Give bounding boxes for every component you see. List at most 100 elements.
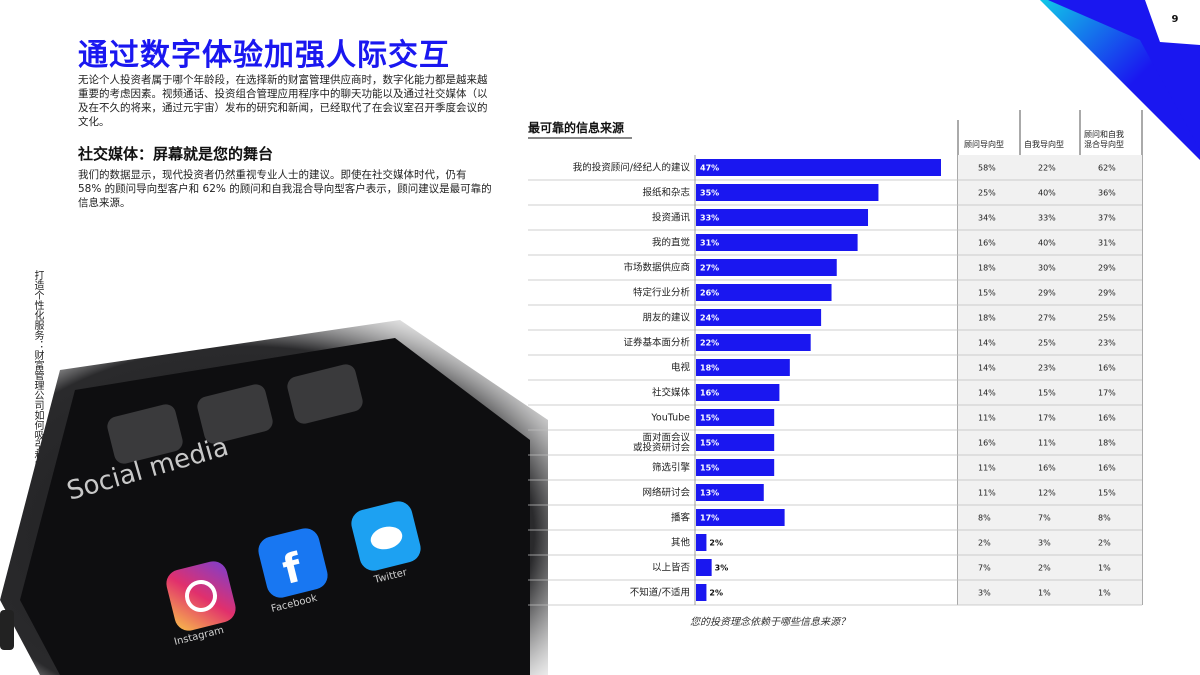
table-cell: 15% [1038, 389, 1056, 398]
table-cell: 15% [1098, 489, 1116, 498]
table-cell: 18% [1098, 439, 1116, 448]
table-cell: 7% [1038, 514, 1051, 523]
category-label: 面对面会议或投资研讨会 [633, 432, 691, 454]
table-column-header: 顾问和自我混合导向型 [1084, 129, 1124, 149]
table-cell: 7% [978, 564, 991, 573]
category-label: 我的投资顾问/经纪人的建议 [573, 162, 691, 174]
bar [696, 359, 790, 376]
bar-value-label: 27% [700, 264, 719, 273]
table-cell: 40% [1038, 189, 1056, 198]
bar [696, 209, 869, 226]
bar [696, 509, 785, 526]
bar-value-label: 2% [709, 589, 723, 598]
table-cell: 8% [978, 514, 991, 523]
table-cell: 33% [1038, 214, 1056, 223]
table-cell: 16% [1098, 414, 1116, 423]
bar-value-label: 13% [700, 489, 719, 498]
table-cell: 16% [978, 239, 996, 248]
category-label: 以上皆否 [652, 563, 691, 574]
bar-value-label: 31% [700, 239, 719, 248]
bar [696, 409, 775, 426]
facebook-icon [258, 528, 328, 598]
bar-value-label: 22% [700, 339, 719, 348]
table-cell: 37% [1098, 214, 1116, 223]
table-cell: 34% [978, 214, 996, 223]
category-label: 市场数据供应商 [623, 262, 690, 274]
table-cell: 1% [1098, 564, 1111, 573]
table-cell: 15% [978, 289, 996, 298]
bar-value-label: 24% [700, 314, 719, 323]
table-cell: 36% [1098, 189, 1116, 198]
category-label: 朋友的建议 [642, 312, 690, 324]
chart-title: 最可靠的信息来源 [528, 120, 624, 135]
table-cell: 2% [978, 539, 991, 548]
category-label: 特定行业分析 [633, 287, 691, 299]
table-cell: 2% [1098, 539, 1111, 548]
vertical-report-title-text: 打造个性化服务：财富管理公司如何吸引和留住现代投资者 [32, 270, 43, 530]
bar-value-label: 33% [700, 214, 719, 223]
table-cell: 30% [1038, 264, 1056, 273]
table-cell: 40% [1038, 239, 1056, 248]
table-cell: 16% [1098, 464, 1116, 473]
bar-value-label: 15% [700, 464, 719, 473]
bar [696, 334, 811, 351]
table-cell: 17% [1098, 389, 1116, 398]
bar [696, 284, 832, 301]
bar-value-label: 15% [700, 414, 719, 423]
table-cell: 29% [1098, 264, 1116, 273]
bar [696, 534, 707, 551]
table-cell: 1% [1038, 589, 1051, 598]
bar-value-label: 3% [715, 564, 729, 573]
bar-value-label: 16% [700, 389, 719, 398]
bar-value-label: 2% [709, 539, 723, 548]
instagram-icon [166, 561, 236, 631]
category-label: 报纸和杂志 [642, 187, 690, 199]
bar [696, 159, 941, 176]
bar-value-label: 26% [700, 289, 719, 298]
category-label: 社交媒体 [652, 387, 691, 399]
table-cell: 14% [978, 364, 996, 373]
table-cell: 31% [1098, 239, 1116, 248]
bar [696, 559, 712, 576]
table-cell: 3% [978, 589, 991, 598]
bar-value-label: 17% [700, 514, 719, 523]
bar-value-label: 18% [700, 364, 719, 373]
table-cell: 11% [978, 489, 996, 498]
table-cell: 29% [1098, 289, 1116, 298]
information-sources-chart: 最可靠的信息来源 我的投资顾问/经纪人的建议 47% 报纸和杂志 35% 投资通讯 33%… [528, 110, 1143, 628]
table-cell: 16% [978, 439, 996, 448]
table-cell: 16% [1038, 464, 1056, 473]
category-label: 不知道/不适用 [630, 587, 690, 599]
table-cell: 27% [1038, 314, 1056, 323]
bar-value-label: 47% [700, 164, 719, 173]
page-title: 通过数字体验加强人际交互 [78, 38, 450, 73]
bar [696, 459, 775, 476]
table-cell: 23% [1038, 364, 1056, 373]
table-column-header: 自我导向型 [1024, 139, 1064, 149]
bar [696, 434, 775, 451]
table-cell: 25% [1098, 314, 1116, 323]
table-cell: 11% [978, 414, 996, 423]
table-cell: 18% [978, 314, 996, 323]
table-cell: 11% [978, 464, 996, 473]
table-cell: 58% [978, 164, 996, 173]
intro-paragraph: 无论个人投资者属于哪个年龄段，在选择新的财富管理供应商时，数字化能力都是越来越重… [78, 74, 488, 128]
category-label: 筛选引擎 [652, 462, 691, 474]
table-cell: 16% [1098, 364, 1116, 373]
bar [696, 484, 764, 501]
bar [696, 584, 707, 601]
category-label: 电视 [671, 362, 691, 374]
table-column-header: 顾问导向型 [964, 139, 1004, 149]
chart-footnote: 您的投资理念依赖于哪些信息来源？ [690, 616, 850, 628]
bar [696, 384, 780, 401]
smartphone-photo: Social media f Instagram Facebook Twitte… [0, 320, 548, 675]
bar [696, 309, 822, 326]
table-cell: 25% [1038, 339, 1056, 348]
category-label: 播客 [671, 512, 691, 524]
bar [696, 234, 858, 251]
table-cell: 14% [978, 339, 996, 348]
table-cell: 22% [1038, 164, 1056, 173]
table-cell: 17% [1038, 414, 1056, 423]
table-cell: 14% [978, 389, 996, 398]
page-number: 9 [1171, 14, 1179, 25]
